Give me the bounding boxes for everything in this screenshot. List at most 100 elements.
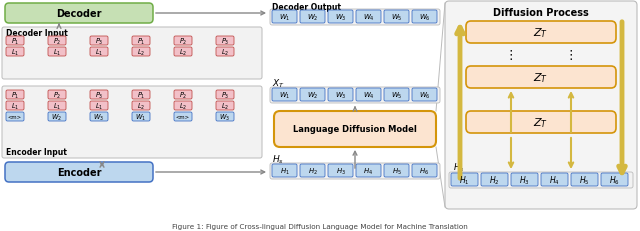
FancyBboxPatch shape — [541, 173, 568, 186]
FancyBboxPatch shape — [601, 173, 628, 186]
FancyBboxPatch shape — [174, 102, 192, 110]
Text: ⋮: ⋮ — [505, 49, 517, 62]
Text: $P_3$: $P_3$ — [95, 90, 103, 100]
FancyBboxPatch shape — [216, 91, 234, 100]
Text: $H_1$: $H_1$ — [459, 173, 470, 186]
Text: $H_3$: $H_3$ — [519, 173, 530, 186]
FancyBboxPatch shape — [328, 89, 353, 102]
Text: $W_4$: $W_4$ — [363, 12, 374, 22]
FancyBboxPatch shape — [48, 102, 66, 110]
Text: $P_3$: $P_3$ — [95, 36, 103, 46]
Text: Encoder Input: Encoder Input — [6, 148, 67, 157]
FancyBboxPatch shape — [6, 112, 24, 122]
Text: $P_1$: $P_1$ — [11, 36, 19, 46]
Text: $L_2$: $L_2$ — [221, 47, 229, 57]
FancyBboxPatch shape — [300, 164, 325, 177]
FancyBboxPatch shape — [270, 88, 440, 103]
FancyBboxPatch shape — [412, 164, 437, 177]
Text: $H_4$: $H_4$ — [364, 166, 374, 176]
Text: $L_1$: $L_1$ — [95, 101, 103, 111]
Text: $W_1$: $W_1$ — [279, 12, 291, 22]
FancyBboxPatch shape — [174, 37, 192, 46]
FancyBboxPatch shape — [466, 22, 616, 44]
Text: <m>: <m> — [176, 115, 190, 119]
Text: $H_2$: $H_2$ — [489, 173, 500, 186]
FancyBboxPatch shape — [300, 89, 325, 102]
Text: Decoder Input: Decoder Input — [6, 29, 68, 38]
Text: $H_6$: $H_6$ — [609, 173, 620, 186]
FancyBboxPatch shape — [571, 173, 598, 186]
Text: $H_6$: $H_6$ — [419, 166, 429, 176]
Text: $H_4$: $H_4$ — [549, 173, 560, 186]
Text: $Z_T$: $Z_T$ — [534, 116, 548, 129]
Text: $W_1$: $W_1$ — [279, 90, 291, 100]
Text: $Z_T$: $Z_T$ — [534, 71, 548, 85]
FancyBboxPatch shape — [328, 164, 353, 177]
Text: $P_2$: $P_2$ — [52, 90, 61, 100]
Text: $W_2$: $W_2$ — [307, 90, 318, 100]
Text: $W_2$: $W_2$ — [51, 112, 63, 122]
FancyBboxPatch shape — [466, 67, 616, 89]
FancyBboxPatch shape — [356, 89, 381, 102]
FancyBboxPatch shape — [6, 37, 24, 46]
Text: $W_3$: $W_3$ — [93, 112, 104, 122]
FancyBboxPatch shape — [384, 164, 409, 177]
FancyBboxPatch shape — [90, 91, 108, 100]
Text: ⋮: ⋮ — [564, 49, 577, 62]
Text: $L_2$: $L_2$ — [221, 101, 229, 111]
Text: $H_5$: $H_5$ — [392, 166, 401, 176]
Text: $W_3$: $W_3$ — [220, 112, 230, 122]
FancyBboxPatch shape — [274, 112, 436, 147]
Text: $P_3$: $P_3$ — [221, 36, 229, 46]
Text: $W_3$: $W_3$ — [335, 90, 346, 100]
FancyBboxPatch shape — [216, 112, 234, 122]
FancyBboxPatch shape — [6, 102, 24, 110]
Text: <m>: <m> — [8, 115, 22, 119]
FancyBboxPatch shape — [6, 48, 24, 57]
Text: $W_3$: $W_3$ — [335, 12, 346, 22]
Text: Diffusion Process: Diffusion Process — [493, 8, 589, 18]
FancyBboxPatch shape — [6, 91, 24, 100]
FancyBboxPatch shape — [90, 102, 108, 110]
FancyBboxPatch shape — [5, 4, 153, 24]
Text: $W_5$: $W_5$ — [390, 12, 403, 22]
FancyBboxPatch shape — [449, 172, 633, 188]
FancyBboxPatch shape — [48, 37, 66, 46]
Text: Decoder Output: Decoder Output — [272, 3, 341, 12]
Text: $W_1$: $W_1$ — [136, 112, 147, 122]
Text: $W_2$: $W_2$ — [307, 12, 318, 22]
FancyBboxPatch shape — [132, 112, 150, 122]
Text: $L_2$: $L_2$ — [137, 47, 145, 57]
FancyBboxPatch shape — [48, 48, 66, 57]
FancyBboxPatch shape — [2, 28, 262, 80]
Text: $P_2$: $P_2$ — [179, 36, 188, 46]
FancyBboxPatch shape — [272, 11, 297, 24]
FancyBboxPatch shape — [511, 173, 538, 186]
Text: $W_4$: $W_4$ — [363, 90, 374, 100]
FancyBboxPatch shape — [356, 164, 381, 177]
FancyBboxPatch shape — [216, 37, 234, 46]
Text: $L_1$: $L_1$ — [53, 101, 61, 111]
FancyBboxPatch shape — [48, 91, 66, 100]
FancyBboxPatch shape — [216, 48, 234, 57]
FancyBboxPatch shape — [412, 11, 437, 24]
Text: Decoder: Decoder — [56, 9, 102, 19]
FancyBboxPatch shape — [2, 87, 262, 158]
FancyBboxPatch shape — [300, 11, 325, 24]
Text: $X_T$: $X_T$ — [272, 77, 285, 90]
FancyBboxPatch shape — [132, 102, 150, 110]
FancyBboxPatch shape — [270, 10, 440, 26]
FancyBboxPatch shape — [466, 112, 616, 134]
FancyBboxPatch shape — [132, 48, 150, 57]
FancyBboxPatch shape — [384, 89, 409, 102]
FancyBboxPatch shape — [328, 11, 353, 24]
FancyBboxPatch shape — [174, 48, 192, 57]
FancyBboxPatch shape — [216, 102, 234, 110]
Text: Encoder: Encoder — [57, 167, 101, 177]
Text: Language Diffusion Model: Language Diffusion Model — [293, 125, 417, 134]
Text: $L_1$: $L_1$ — [11, 47, 19, 57]
FancyBboxPatch shape — [174, 91, 192, 100]
Text: $P_2$: $P_2$ — [179, 90, 188, 100]
Text: $H_s$: $H_s$ — [272, 153, 284, 166]
FancyBboxPatch shape — [90, 112, 108, 122]
